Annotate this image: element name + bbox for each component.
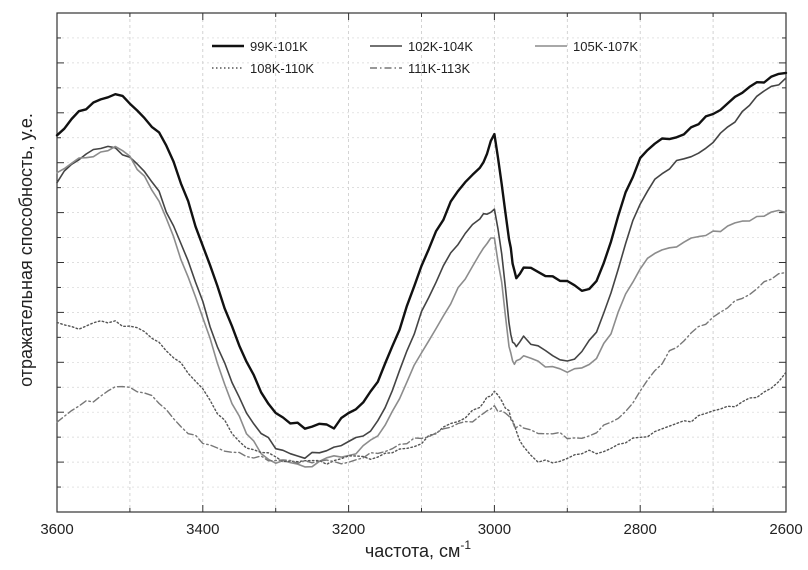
- legend: 99K-101K 102K-104K 105K-107K 108K-110K 111K-…: [212, 39, 638, 76]
- legend-label-3: 105K-107K: [573, 39, 638, 54]
- x-axis-title: частота, см-1: [365, 538, 471, 561]
- y-axis-title: отражательная способность, у.е.: [16, 113, 36, 387]
- x-tick-label: 3000: [478, 521, 511, 538]
- x-tick-label: 2800: [624, 521, 657, 538]
- x-tick-label: 2600: [769, 521, 802, 538]
- legend-label-5: 111K-113K: [408, 61, 470, 76]
- x-tick-label: 3600: [40, 521, 73, 538]
- legend-label-4: 108K-110K: [250, 61, 314, 76]
- axis-ticks: 3600 3400 3200 3000 2800 2600: [40, 12, 803, 538]
- x-axis-title-text: частота, см: [365, 541, 460, 561]
- series-line-3: [56, 145, 787, 468]
- x-tick-label: 3200: [332, 521, 365, 538]
- series-lines: [55, 71, 788, 468]
- legend-label-2: 102K-104K: [408, 39, 473, 54]
- series-line-1: [55, 71, 788, 430]
- x-axis-title-superscript: -1: [460, 538, 471, 552]
- legend-label-1: 99K-101K: [250, 39, 308, 54]
- series-line-4: [56, 320, 787, 465]
- series-line-2: [56, 77, 787, 460]
- x-tick-label: 3400: [186, 521, 219, 538]
- series-line-5: [56, 271, 787, 465]
- grid: [57, 13, 786, 512]
